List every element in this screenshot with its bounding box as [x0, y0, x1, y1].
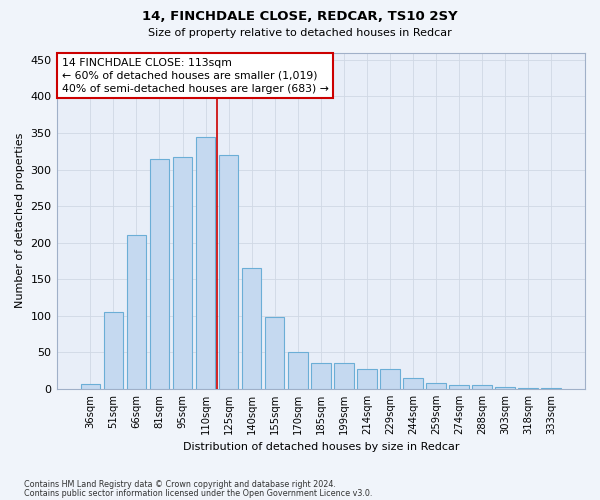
Bar [380, 369, 400, 389]
Bar [127, 236, 146, 389]
Bar [334, 364, 353, 389]
Text: 14, FINCHDALE CLOSE, REDCAR, TS10 2SY: 14, FINCHDALE CLOSE, REDCAR, TS10 2SY [142, 10, 458, 23]
Bar [518, 388, 538, 389]
Bar [219, 155, 238, 389]
Y-axis label: Number of detached properties: Number of detached properties [15, 133, 25, 308]
Bar [242, 268, 262, 389]
Bar [449, 386, 469, 389]
Text: Size of property relative to detached houses in Redcar: Size of property relative to detached ho… [148, 28, 452, 38]
X-axis label: Distribution of detached houses by size in Redcar: Distribution of detached houses by size … [182, 442, 459, 452]
Bar [80, 384, 100, 389]
Bar [173, 157, 193, 389]
Bar [541, 388, 561, 389]
Bar [196, 136, 215, 389]
Text: Contains public sector information licensed under the Open Government Licence v3: Contains public sector information licen… [24, 488, 373, 498]
Bar [311, 364, 331, 389]
Bar [403, 378, 423, 389]
Bar [104, 312, 123, 389]
Bar [288, 352, 308, 389]
Bar [496, 388, 515, 389]
Text: 14 FINCHDALE CLOSE: 113sqm
← 60% of detached houses are smaller (1,019)
40% of s: 14 FINCHDALE CLOSE: 113sqm ← 60% of deta… [62, 58, 329, 94]
Bar [265, 318, 284, 389]
Bar [472, 386, 492, 389]
Bar [357, 369, 377, 389]
Text: Contains HM Land Registry data © Crown copyright and database right 2024.: Contains HM Land Registry data © Crown c… [24, 480, 336, 489]
Bar [149, 158, 169, 389]
Bar [426, 383, 446, 389]
